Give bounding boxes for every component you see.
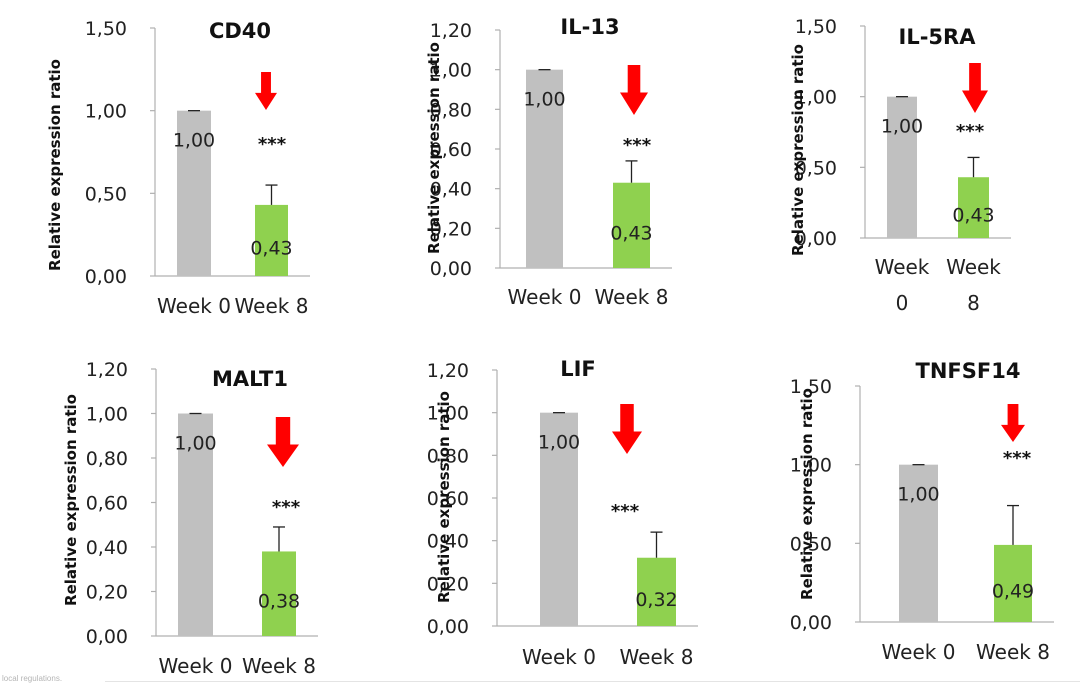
chart-2-y-tick-label: 1,00 [430,60,472,82]
chart-1-bar-week0 [177,110,211,277]
chart-4-bar-week0 [178,413,213,636]
chart-5-y-tick-label: 0,20 [427,573,469,595]
chart-6-bar-week8 [994,544,1032,622]
chart-6-y-tick-label: 1,50 [790,376,832,398]
chart-2-bar-week0 [526,69,563,269]
chart-6-y-tick-label: 0,00 [790,612,832,634]
chart-1-down-arrow-icon [255,72,277,110]
chart-2-down-arrow-icon [620,65,648,115]
chart-3-x-tick-label: Week [875,255,930,279]
chart-2-data-label: 0,43 [610,222,652,244]
chart-6-down-arrow-icon [1001,404,1025,442]
chart-2-y-tick-label: 1,20 [430,20,472,42]
chart-1-data-label: 1,00 [173,130,215,152]
chart-4-data-label: 0,38 [258,591,300,613]
chart-5-x-tick-label: Week 0 [522,645,596,669]
chart-2-bar-week8 [613,182,650,268]
chart-4-y-tick-label: 0,60 [86,493,128,515]
chart-4-y-tick-label: 1,20 [86,359,128,381]
chart-6-title: TNFSF14 [916,359,1021,383]
chart-6-data-label: 1,00 [897,484,939,506]
chart-2-y-axis-label: Relative expression ratio [425,42,443,254]
chart-4-title: MALT1 [212,367,288,391]
chart-1-x-tick-label: Week 0 [157,294,231,318]
chart-5-y-tick-label: 1,00 [427,403,469,425]
chart-5-y-axis-label: Relative expression ratio [435,391,453,603]
chart-5-y-tick-label: 1,20 [427,360,469,382]
chart-5-x-tick-label: Week 8 [620,645,694,669]
chart-1-y-axis-label: Relative expression ratio [46,59,64,271]
chart-5-title: LIF [560,357,596,381]
chart-3-data-label: 1,00 [881,116,923,138]
chart-4-x-tick-label: Week 8 [242,654,316,678]
chart-2-title: IL-13 [560,15,619,39]
chart-4-y-tick-label: 0,80 [86,448,128,470]
chart-6-x-tick-label: Week 0 [882,640,956,664]
footer-divider [105,681,1080,682]
chart-3-y-axis-label: Relative expression ratio [789,44,807,256]
chart-5-down-arrow-icon [612,404,642,454]
chart-1-y-tick-label: 1,50 [85,18,127,40]
chart-5-y-tick-label: 0,60 [427,488,469,510]
chart-1-significance-label: *** [258,134,287,155]
chart-4-significance-label: *** [272,497,301,518]
chart-1-y-tick-label: 0,50 [85,183,127,205]
chart-4-down-arrow-icon [267,417,299,467]
chart-4-data-label: 1,00 [174,433,216,455]
chart-3-x-tick-label: 0 [896,291,909,315]
footer-note: local regulations. [2,674,63,683]
chart-3-y-tick-label: 0,00 [795,228,837,250]
chart-6-bar-week0 [899,464,938,622]
chart-4-y-tick-label: 0,20 [86,582,128,604]
chart-3-bar-week0 [887,96,917,239]
chart-3-title: IL-5RA [899,25,977,49]
chart-4-y-tick-label: 0,40 [86,537,128,559]
chart-2-x-tick-label: Week 0 [508,285,582,309]
chart-1-bar-week8 [255,204,288,276]
chart-3-y-tick-label: 0,50 [795,157,837,179]
chart-1-title: CD40 [209,19,271,43]
chart-1-data-label: 0,43 [250,237,292,259]
chart-5-data-label: 0,32 [635,589,677,611]
chart-6-data-label: 0,49 [992,580,1034,602]
chart-3-y-tick-label: 1,50 [795,16,837,38]
chart-1-y-tick-label: 0,00 [85,266,127,288]
chart-2-x-tick-label: Week 8 [595,285,669,309]
chart-3-x-tick-label: 8 [967,291,980,315]
chart-4-y-tick-label: 0,00 [86,626,128,648]
chart-6-y-tick-label: 0,50 [790,533,832,555]
chart-2-y-tick-label: 0,20 [430,218,472,240]
chart-2-significance-label: *** [623,135,652,156]
chart-5-y-tick-label: 0,80 [427,445,469,467]
chart-2-data-label: 1,00 [523,89,565,111]
chart-4-x-tick-label: Week 0 [159,654,233,678]
chart-2-y-tick-label: 0,60 [430,139,472,161]
chart-2-y-tick-label: 0,00 [430,258,472,280]
chart-4-bar-week8 [262,551,296,636]
chart-3-data-label: 0,43 [952,205,994,227]
chart-3-significance-label: *** [956,121,985,142]
chart-5-y-tick-label: 0,00 [427,616,469,638]
chart-2-y-tick-label: 0,40 [430,179,472,201]
chart-1-x-tick-label: Week 8 [235,294,309,318]
chart-3-y-tick-label: 1,00 [795,87,837,109]
chart-6-significance-label: *** [1003,448,1032,469]
chart-1-y-tick-label: 1,00 [85,101,127,123]
chart-2-y-tick-label: 0,80 [430,99,472,121]
chart-6-y-axis-label: Relative expression ratio [798,388,816,600]
chart-3-down-arrow-icon [962,63,988,113]
chart-6-x-tick-label: Week 8 [976,640,1050,664]
chart-4-y-tick-label: 1,00 [86,404,128,426]
chart-5-data-label: 1,00 [538,432,580,454]
chart-5-bar-week8 [637,557,676,626]
chart-5-significance-label: *** [611,501,640,522]
chart-5-bar-week0 [540,412,578,626]
chart-6-y-tick-label: 1,00 [790,455,832,477]
chart-3-bar-week8 [958,177,989,238]
chart-5-y-tick-label: 0,40 [427,531,469,553]
chart-3-x-tick-label: Week [946,255,1001,279]
chart-4-y-axis-label: Relative expression ratio [62,394,80,606]
